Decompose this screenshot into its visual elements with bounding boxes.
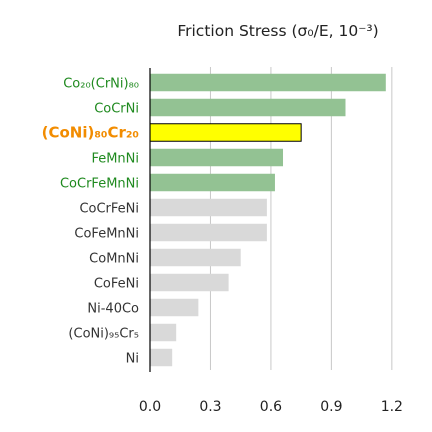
category-label: Ni [126,352,139,367]
category-label: FeMnNi [91,152,139,167]
bars [149,73,386,367]
bar [150,323,177,342]
bar [150,148,284,167]
x-tick-label: 0.0 [139,399,161,415]
bar [150,348,173,367]
category-label: Ni-40Co [87,302,139,317]
category-label: CoFeMnNi [74,227,139,242]
category-label: CoCrFeMnNi [60,177,139,192]
bar [150,173,275,192]
bar [150,98,346,117]
bar [150,73,386,92]
category-label: CoCrNi [94,102,139,117]
x-tick-label: 0.3 [199,399,221,415]
category-label: CoMnNi [89,252,139,267]
category-label: CoFeNi [94,277,139,292]
bar [149,123,302,142]
category-labels: Co₂₀(CrNi)₈₀ CoCrNi (CoNi)₈₀Cr₂₀ FeMnNi CoCr… [42,77,139,367]
bar [150,198,267,217]
bar [150,223,267,242]
chart-title: Friction Stress (σ₀/E, 10⁻³) [177,22,378,40]
category-label: CoCrFeNi [79,202,139,217]
gridlines [209,67,393,370]
x-tick-label: 0.9 [320,399,342,415]
category-label: (CoNi)₉₅Cr₅ [68,327,139,342]
bar [150,273,229,292]
category-label: Co₂₀(CrNi)₈₀ [63,77,139,92]
category-label: (CoNi)₈₀Cr₂₀ [42,124,139,142]
x-tick-label: 0.6 [260,399,282,415]
bar [150,298,199,317]
x-tick-label: 1.2 [381,399,403,415]
x-axis-ticks: 0.0 0.3 0.6 0.9 1.2 [139,399,403,415]
bar [150,248,241,267]
